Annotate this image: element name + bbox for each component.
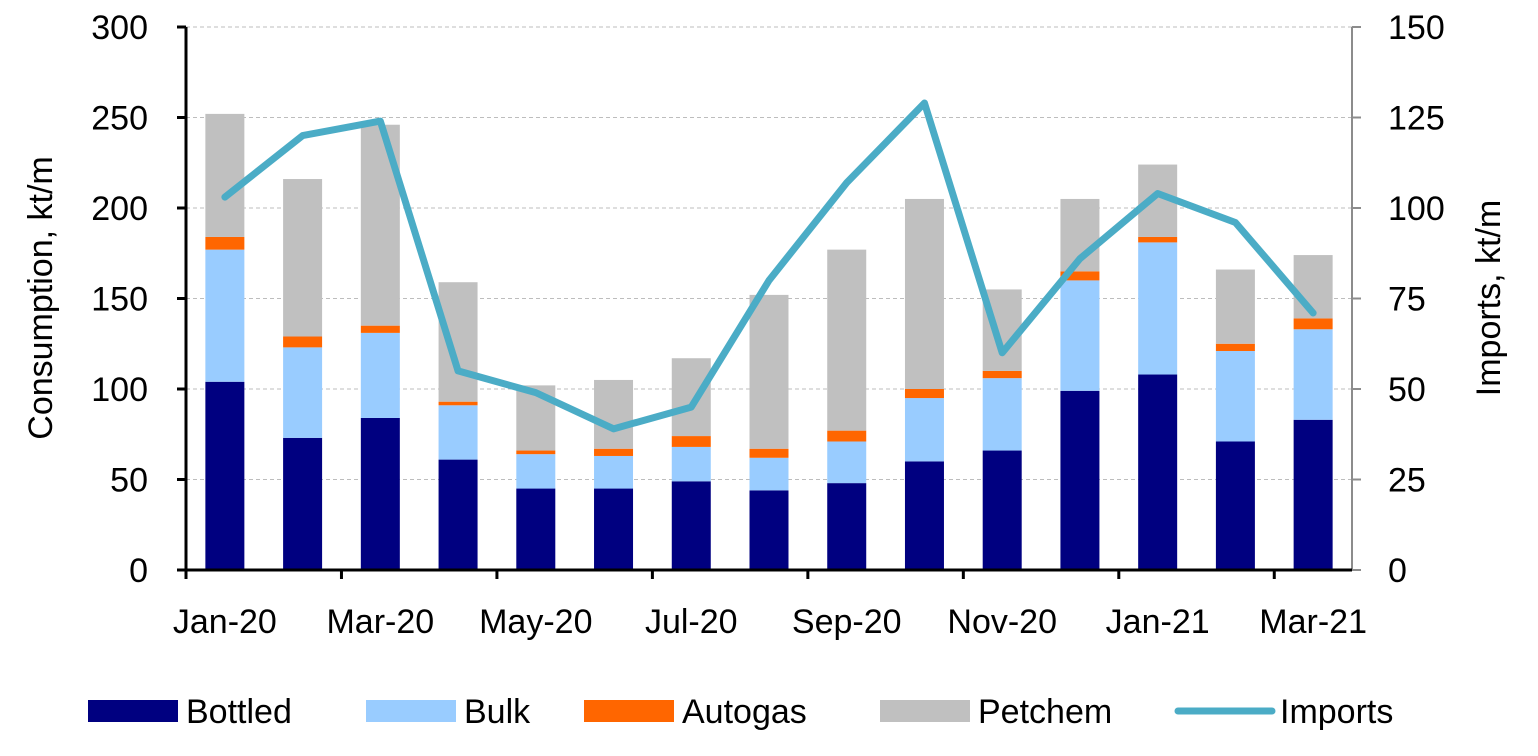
bar-bottled (283, 437, 323, 570)
bar-autogas (205, 236, 245, 250)
legend-swatch-bottled (88, 700, 178, 722)
bar-autogas (1138, 236, 1178, 243)
bar-bulk (904, 398, 944, 462)
legend-label-autogas: Autogas (682, 693, 807, 731)
x-tick-label: Jul-20 (645, 603, 738, 641)
legend-label-bottled: Bottled (186, 693, 292, 731)
bar-bottled (360, 417, 400, 570)
legend-swatch-bulk (366, 700, 456, 722)
bar-autogas (1293, 318, 1333, 330)
x-tick-label: Sep-20 (792, 603, 902, 641)
line-series (221, 99, 1317, 433)
bar-bottled (749, 490, 789, 570)
bar-bulk (360, 332, 400, 418)
legend-swatch-autogas (584, 700, 674, 722)
bar-petchem (749, 294, 789, 449)
y2-tick-label: 25 (1388, 462, 1426, 500)
bar-autogas (594, 448, 634, 456)
bar-bulk (283, 347, 323, 438)
bar-petchem (283, 179, 323, 337)
y2-tick-label: 125 (1388, 100, 1445, 138)
legend-label-petchem: Petchem (978, 693, 1112, 731)
bar-bulk (982, 378, 1022, 451)
bar-autogas (438, 401, 478, 406)
bar-bulk (438, 405, 478, 460)
legend: Bottled Bulk Autogas Petchem Imports (88, 693, 1393, 731)
bar-bulk (1060, 280, 1100, 391)
bar-bulk (205, 249, 245, 382)
x-tick-label: May-20 (479, 603, 592, 641)
bar-autogas (1060, 271, 1100, 281)
x-tick-label: Nov-20 (947, 603, 1057, 641)
bar-petchem (205, 113, 245, 237)
y2-axis-title: Imports, kt/m (1470, 200, 1508, 396)
bar-bottled (904, 461, 944, 570)
bar-autogas (283, 336, 323, 348)
bar-autogas (749, 448, 789, 458)
bar-bulk (1215, 350, 1255, 442)
y2-tick-label: 100 (1388, 190, 1445, 228)
bar-autogas (827, 430, 867, 442)
line-imports (221, 99, 1317, 433)
bar-autogas (360, 325, 400, 333)
bars (205, 113, 1333, 570)
y-tick-label: 250 (91, 100, 148, 138)
bar-bulk (749, 457, 789, 491)
bar-bulk (1293, 329, 1333, 420)
bar-bottled (516, 488, 556, 570)
y-tick-label: 150 (91, 281, 148, 319)
bar-bulk (1138, 242, 1178, 375)
legend-label-bulk: Bulk (464, 693, 531, 731)
y-tick-label: 200 (91, 190, 148, 228)
bar-bulk (671, 446, 711, 482)
y2-tick-label: 75 (1388, 281, 1426, 319)
x-tick-label: Jan-20 (173, 603, 277, 641)
legend-label-imports: Imports (1280, 693, 1393, 731)
bar-bottled (594, 488, 634, 570)
bar-bottled (1138, 374, 1178, 570)
bar-petchem (594, 379, 634, 449)
x-tick-label: Jan-21 (1106, 603, 1210, 641)
bar-autogas (671, 436, 711, 447)
bar-autogas (1215, 343, 1255, 351)
bar-petchem (671, 358, 711, 437)
y2-tick-label: 0 (1388, 552, 1407, 590)
x-tick-label: Mar-21 (1259, 603, 1367, 641)
bar-petchem (438, 282, 478, 402)
y-tick-label: 100 (91, 371, 148, 409)
bar-autogas (904, 389, 944, 399)
bar-autogas (516, 450, 556, 455)
bar-bottled (1215, 441, 1255, 570)
bar-bottled (1060, 390, 1100, 570)
bar-autogas (982, 370, 1022, 379)
bar-bottled (438, 459, 478, 570)
y-tick-label: 300 (91, 9, 148, 47)
bar-bottled (982, 450, 1022, 570)
bar-petchem (827, 249, 867, 431)
x-tick-label: Mar-20 (326, 603, 434, 641)
bar-bulk (594, 455, 634, 489)
y-axis-title: Consumption, kt/m (22, 156, 60, 439)
bar-bottled (1293, 419, 1333, 570)
bar-bottled (205, 381, 245, 570)
y-tick-label: 50 (110, 462, 148, 500)
bar-bottled (827, 483, 867, 570)
legend-swatch-petchem (880, 700, 970, 722)
bar-bulk (516, 454, 556, 489)
bar-petchem (1215, 269, 1255, 344)
y2-tick-label: 150 (1388, 9, 1445, 47)
y-tick-label: 0 (129, 552, 148, 590)
bar-petchem (904, 198, 944, 389)
bar-bulk (827, 441, 867, 484)
bar-bottled (671, 481, 711, 570)
axes: 0 50 100 150 200 250 300 0 25 50 75 100 125 150 Jan-20… (91, 9, 1444, 641)
y2-tick-label: 50 (1388, 371, 1426, 409)
